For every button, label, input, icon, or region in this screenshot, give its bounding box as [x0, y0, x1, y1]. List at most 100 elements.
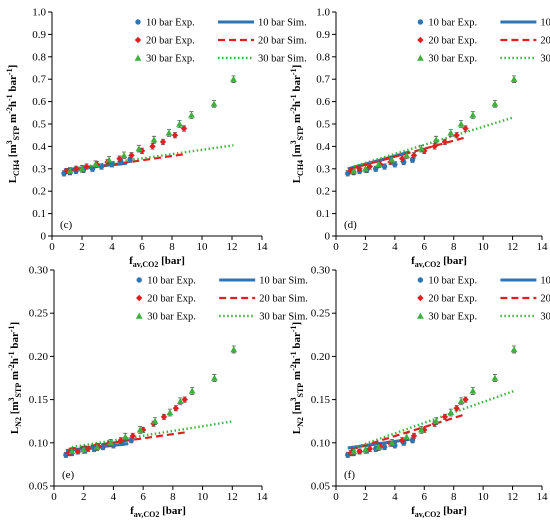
sim-line-30bar [353, 389, 515, 450]
data-point-30bar [68, 448, 76, 455]
y-tick-label: 0.20 [311, 351, 331, 363]
data-point-30bar [210, 100, 218, 107]
data-point-20bar [441, 138, 449, 146]
y-tick-label: 1.0 [316, 7, 330, 19]
legend-label: 20 bar Sim. [540, 36, 550, 47]
data-point-10bar [98, 163, 105, 170]
data-point-20bar [149, 143, 156, 150]
legend-marker [417, 277, 424, 283]
data-point-30bar [107, 439, 114, 446]
data-point-30bar [447, 409, 455, 416]
x-tick-label: 8 [169, 241, 175, 253]
data-point-30bar [432, 136, 440, 143]
data-point-30bar [188, 111, 195, 118]
legend-marker [417, 294, 424, 302]
data-point-30bar [78, 165, 86, 172]
x-tick-label: 14 [257, 491, 269, 503]
data-point-20bar [160, 413, 168, 421]
data-point-30bar [457, 397, 465, 405]
data-point-20bar [116, 155, 123, 162]
y-tick-label: 0.3 [32, 163, 46, 175]
y-tick-label: 0.4 [32, 141, 46, 153]
data-point-30bar [151, 417, 159, 424]
data-point-20bar [453, 405, 460, 412]
y-tick-label: 0.05 [311, 481, 331, 493]
legend-label: 30 bar Sim. [259, 312, 308, 323]
data-point-30bar [165, 129, 173, 136]
data-point-30bar [350, 448, 358, 455]
data-point-30bar [388, 439, 396, 446]
legend-label: 10 bar Exp. [428, 18, 477, 29]
y-tick-label: 1.0 [32, 7, 46, 19]
y-tick-label: 0.1 [32, 208, 46, 220]
data-point-20bar [410, 152, 418, 159]
y-axis-label: LCH4 [m3STP m-2h-1 bar-1] [289, 65, 305, 184]
panel-label: (e) [62, 469, 75, 481]
y-tick-label: 0.2 [316, 186, 330, 198]
data-point-10bar [409, 157, 416, 163]
data-point-20bar [139, 426, 147, 434]
data-point-20bar [410, 432, 418, 440]
legend-label: 20 bar Exp. [428, 294, 477, 305]
x-tick-label: 10 [478, 241, 490, 253]
legend-label: 10 bar Exp. [146, 18, 195, 29]
y-tick-label: 0.25 [29, 308, 49, 320]
data-point-30bar [92, 160, 99, 168]
y-tick-label: 0.7 [316, 74, 330, 86]
y-tick-label: 0.9 [32, 29, 46, 41]
data-point-30bar [350, 167, 358, 174]
data-point-30bar [469, 111, 477, 118]
y-tick-label: 0.10 [311, 437, 331, 449]
data-point-20bar [129, 432, 136, 440]
legend-marker [136, 294, 143, 302]
x-tick-label: 14 [537, 241, 549, 253]
data-point-20bar [128, 152, 135, 159]
legend-marker [417, 36, 424, 44]
data-point-20bar [366, 445, 374, 453]
x-tick-label: 12 [507, 241, 518, 253]
data-point-20bar [72, 165, 80, 172]
data-point-20bar [453, 132, 460, 139]
legend-label: 10 bar Exp. [428, 276, 477, 287]
data-point-20bar [431, 143, 438, 150]
legend-marker [134, 36, 142, 44]
x-tick-label: 6 [139, 241, 145, 253]
x-tick-label: 4 [109, 241, 115, 253]
data-point-30bar [432, 417, 440, 424]
y-axis-label: LCH4 [m3STP m-2h-1 bar-1] [5, 65, 21, 184]
x-tick-label: 0 [49, 241, 55, 253]
x-tick-label: 12 [227, 491, 238, 503]
data-point-10bar [100, 444, 106, 450]
x-tick-label: 14 [257, 241, 269, 253]
data-point-30bar [135, 145, 143, 152]
x-tick-label: 12 [507, 491, 518, 503]
data-point-30bar [362, 446, 369, 453]
y-axis-label: LN2 [m3STP m-2h-1 bar-1] [289, 322, 305, 434]
data-point-30bar [230, 75, 237, 82]
legend-label: 20 bar Sim. [259, 294, 308, 305]
data-point-30bar [105, 156, 113, 163]
sim-line-20bar [350, 413, 466, 451]
chart-panel-c: 0 2 4 6 8 10 12 14 0 0.1 0.2 0.3 0.4 0.5 0.6 0.7 0.8 0.9 1… [5, 7, 307, 270]
data-point-20bar [356, 448, 363, 455]
x-tick-label: 4 [392, 241, 398, 253]
legend-marker [135, 19, 141, 25]
data-point-30bar [136, 426, 144, 433]
chart-panel-f: 0 2 4 6 8 10 12 14 0.05 0.10 0.15 0.20 0.25 0.30 fav,C… [289, 265, 550, 520]
data-point-10bar [127, 157, 133, 163]
y-tick-label: 0.25 [311, 308, 331, 320]
data-point-30bar [491, 100, 499, 107]
data-point-30bar [375, 160, 383, 168]
y-tick-label: 0.6 [32, 96, 46, 108]
data-point-20bar [65, 449, 73, 457]
y-tick-label: 0.30 [29, 265, 49, 277]
x-tick-label: 14 [537, 491, 549, 503]
y-tick-label: 0.8 [316, 51, 330, 63]
x-tick-label: 0 [51, 491, 57, 503]
data-point-30bar [120, 151, 128, 159]
data-point-20bar [84, 445, 92, 453]
chart-panel-e: 0 2 4 6 8 10 12 14 0.05 0.10 0.15 0.20 0.25 0.30 fav,C… [7, 265, 308, 520]
legend-marker [417, 312, 424, 319]
